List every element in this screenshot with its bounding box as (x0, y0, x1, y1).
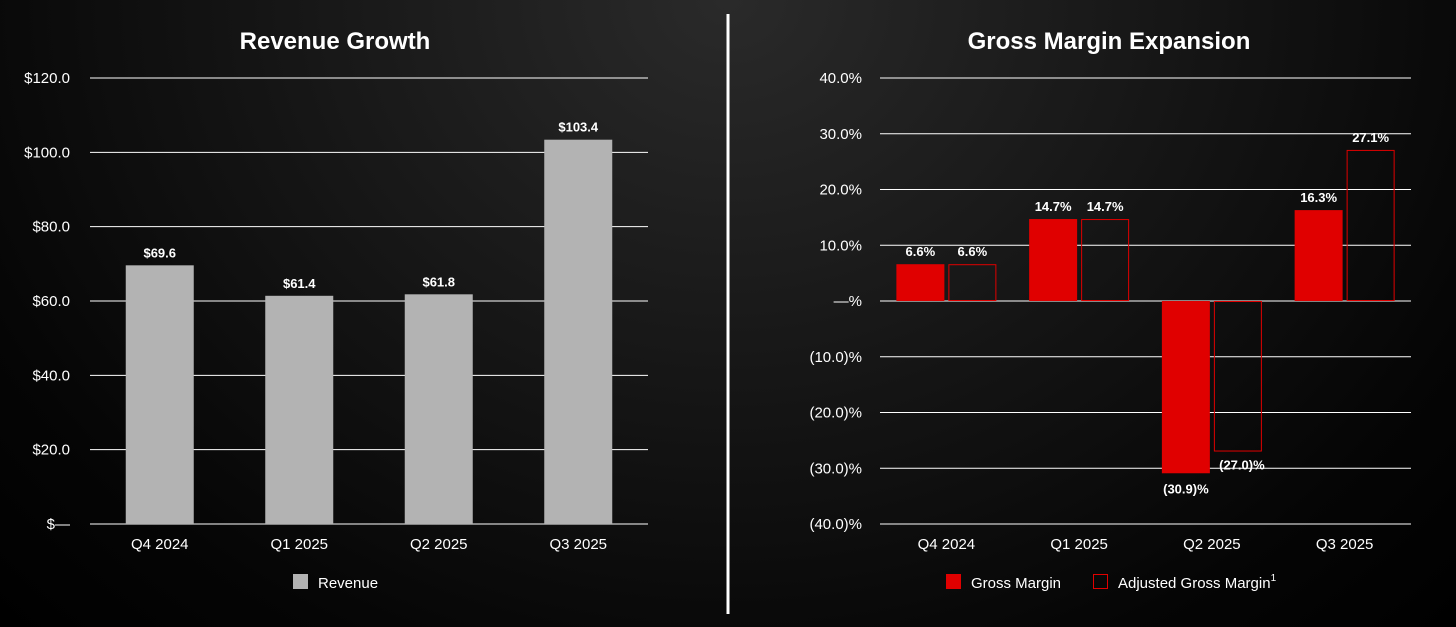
bar-adjusted-gross-margin-q3-2025 (1346, 149, 1395, 301)
bar-revenue-q2-2025 (404, 294, 473, 524)
y-tick-label: $20.0 (32, 442, 70, 459)
revenue-bars (125, 139, 613, 525)
data-label-gross-margin-q1-2025: 14.7% (1035, 199, 1072, 214)
y-tick-label: $100.0 (24, 144, 70, 161)
y-tick-label: $— (47, 516, 70, 533)
y-tick-label: 30.0% (819, 126, 862, 143)
y-tick-label: 10.0% (819, 237, 862, 254)
y-tick-label: $40.0 (32, 367, 70, 384)
data-label-adjusted-gross-margin-q4-2024: 6.6% (958, 244, 988, 259)
legend-label-revenue: Revenue (318, 575, 378, 592)
x-tick-label: Q2 2025 (410, 536, 468, 553)
legend-label-adjusted-gross-margin: Adjusted Gross Margin1 (1118, 573, 1277, 592)
y-tick-label: (20.0)% (809, 405, 862, 422)
bar-adjusted-gross-margin-q1-2025 (1081, 219, 1130, 301)
legend-label-gross-margin: Gross Margin (971, 575, 1061, 592)
y-tick-label: 20.0% (819, 182, 862, 199)
bar-revenue-q3-2025 (544, 139, 613, 525)
data-label-revenue-q4-2024: $69.6 (143, 245, 176, 260)
bar-gross-margin-q4-2024 (896, 264, 945, 301)
data-label-revenue-q1-2025: $61.4 (283, 276, 316, 291)
data-label-gross-margin-q3-2025: 16.3% (1300, 190, 1337, 205)
data-label-adjusted-gross-margin-q3-2025: 27.1% (1352, 130, 1389, 145)
legend-superscript: 1 (1271, 573, 1277, 584)
legend-swatch-gross-margin (946, 574, 961, 589)
data-label-gross-margin-q4-2024: 6.6% (906, 244, 936, 259)
revenue-growth-chart: Revenue Growth $— $20.0 $40.0 $60.0 $80.0 $10… (24, 28, 648, 592)
y-tick-label: (10.0)% (809, 349, 862, 366)
revenue-legend: Revenue (293, 574, 378, 592)
revenue-chart-title: Revenue Growth (240, 28, 431, 55)
x-tick-label: Q4 2024 (131, 536, 189, 553)
y-tick-label: $60.0 (32, 293, 70, 310)
y-tick-label: $120.0 (24, 70, 70, 87)
bar-revenue-q4-2024 (125, 265, 194, 524)
legend-label-adjusted-text: Adjusted Gross Margin (1118, 575, 1271, 592)
legend-swatch-revenue (293, 574, 308, 589)
bar-adjusted-gross-margin-q2-2025 (1213, 301, 1262, 452)
bar-revenue-q1-2025 (265, 295, 334, 524)
y-tick-label: —% (834, 293, 862, 310)
bar-adjusted-gross-margin-q4-2024 (948, 264, 997, 301)
bar-gross-margin-q2-2025 (1161, 301, 1210, 474)
margin-chart-title: Gross Margin Expansion (968, 28, 1251, 55)
margin-bars (896, 149, 1395, 474)
x-tick-label: Q1 2025 (270, 536, 328, 553)
x-tick-label: Q4 2024 (918, 536, 976, 553)
revenue-data-labels: $69.6 $61.4 $61.8 $103.4 (143, 120, 598, 291)
x-tick-label: Q3 2025 (1316, 536, 1374, 553)
legend-swatch-adjusted-gross-margin (1093, 574, 1108, 589)
y-tick-label: (30.0)% (809, 460, 862, 477)
bar-gross-margin-q1-2025 (1029, 219, 1078, 301)
data-label-revenue-q2-2025: $61.8 (422, 274, 455, 289)
margin-legend: Gross Margin Adjusted Gross Margin1 (946, 573, 1277, 592)
revenue-y-axis: $— $20.0 $40.0 $60.0 $80.0 $100.0 $120.0 (24, 70, 70, 533)
bar-gross-margin-q3-2025 (1294, 210, 1343, 301)
y-tick-label: (40.0)% (809, 516, 862, 533)
data-label-gross-margin-q2-2025: (30.9)% (1163, 481, 1209, 496)
gross-margin-chart: Gross Margin Expansion (40.0)% (30.0)% (20… (809, 28, 1411, 592)
data-label-revenue-q3-2025: $103.4 (558, 120, 599, 135)
data-label-adjusted-gross-margin-q1-2025: 14.7% (1087, 199, 1124, 214)
x-tick-label: Q3 2025 (549, 536, 607, 553)
margin-y-axis: (40.0)% (30.0)% (20.0)% (10.0)% —% 10.0% 20.0%… (809, 70, 862, 533)
y-tick-label: 40.0% (819, 70, 862, 87)
x-tick-label: Q1 2025 (1050, 536, 1108, 553)
y-tick-label: $80.0 (32, 219, 70, 236)
margin-x-axis: Q4 2024 Q1 2025 Q2 2025 Q3 2025 (918, 536, 1374, 553)
data-label-adjusted-gross-margin-q2-2025: (27.0)% (1219, 458, 1265, 473)
margin-data-labels: 6.6% 6.6% 14.7% 14.7% (30.9)% (27.0)% 16.3% 27.… (906, 130, 1390, 496)
x-tick-label: Q2 2025 (1183, 536, 1241, 553)
revenue-x-axis: Q4 2024 Q1 2025 Q2 2025 Q3 2025 (131, 536, 607, 553)
